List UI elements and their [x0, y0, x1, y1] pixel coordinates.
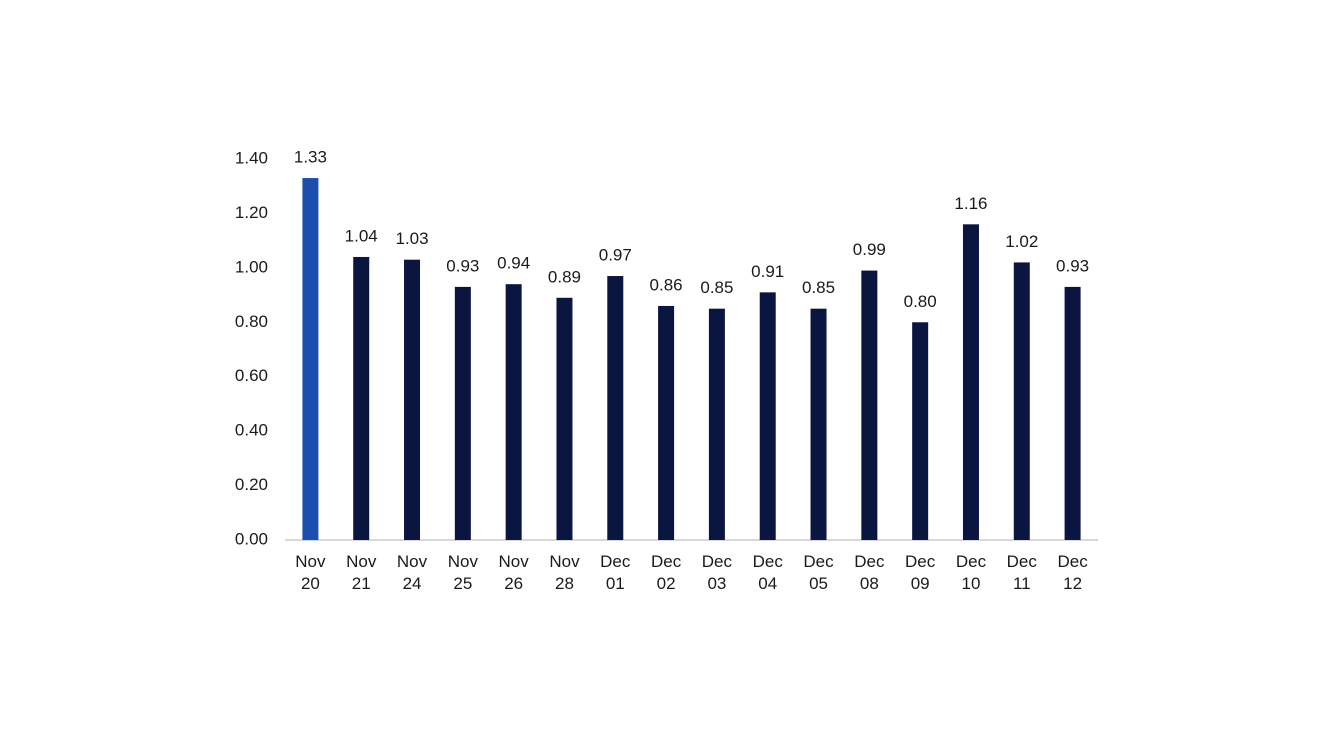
x-tick-label: Dec 09: [905, 552, 936, 593]
bar: [658, 305, 675, 540]
bar: [861, 270, 878, 540]
bar: [353, 256, 370, 540]
x-tick-label: Nov 28: [549, 552, 580, 593]
bar: [556, 297, 573, 540]
x-tick-label: Dec 10: [956, 552, 987, 593]
value-label: 0.91: [751, 262, 784, 281]
x-tick-label: Nov 20: [295, 552, 326, 593]
bar: [1064, 286, 1081, 540]
value-label: 0.85: [802, 278, 835, 297]
value-label: 0.93: [1056, 256, 1089, 275]
y-tick-label: 0.40: [235, 421, 268, 440]
x-tick-label: Nov 25: [448, 552, 479, 593]
y-tick-label: 1.40: [235, 148, 268, 167]
value-label: 0.80: [904, 292, 937, 311]
x-tick-label: Dec 12: [1057, 552, 1088, 593]
value-label: 0.97: [599, 246, 632, 265]
x-tick-label: Nov 21: [346, 552, 377, 593]
x-tick-label: Dec 03: [702, 552, 733, 593]
bar: [759, 292, 776, 540]
x-tick-label: Dec 05: [803, 552, 834, 593]
x-tick-label: Nov 26: [499, 552, 530, 593]
y-tick-label: 1.00: [235, 257, 268, 276]
value-label: 1.03: [395, 229, 428, 248]
bar: [962, 224, 979, 541]
value-label: 0.89: [548, 267, 581, 286]
value-label: 1.16: [954, 194, 987, 213]
x-tick-label: Dec 01: [600, 552, 631, 593]
value-label: 1.04: [345, 226, 378, 245]
bar: [607, 276, 624, 540]
value-label: 0.86: [650, 275, 683, 294]
y-tick-label: 0.60: [235, 366, 268, 385]
value-label: 0.93: [446, 256, 479, 275]
x-tick-label: Nov 24: [397, 552, 428, 593]
bar: [302, 178, 319, 541]
bar: [404, 259, 421, 540]
bar: [454, 286, 471, 540]
x-tick-label: Dec 04: [753, 552, 784, 593]
bar: [505, 284, 522, 540]
bar: [1013, 262, 1030, 540]
x-tick-label: Dec 11: [1007, 552, 1038, 593]
x-tick-label: Dec 02: [651, 552, 682, 593]
y-tick-label: 0.20: [235, 475, 268, 494]
y-tick-label: 1.20: [235, 203, 268, 222]
y-tick-label: 0.00: [235, 529, 268, 548]
value-label: 0.94: [497, 254, 530, 273]
y-tick-label: 0.80: [235, 312, 268, 331]
x-tick-label: Dec 08: [854, 552, 885, 593]
value-label: 1.02: [1005, 232, 1038, 251]
bar: [912, 322, 929, 540]
bar: [810, 308, 827, 540]
bar: [708, 308, 725, 540]
value-label: 0.85: [700, 278, 733, 297]
value-label: 1.33: [294, 148, 327, 167]
value-label: 0.99: [853, 240, 886, 259]
